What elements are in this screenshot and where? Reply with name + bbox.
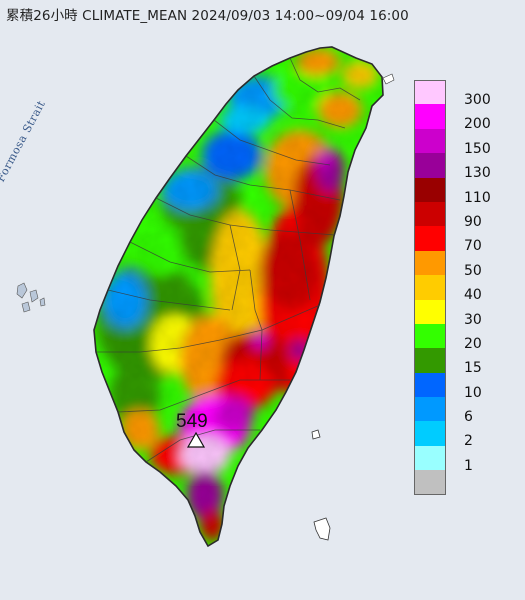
legend-swatch: [414, 445, 446, 471]
orchid-island: [313, 517, 331, 541]
legend-label: 70: [464, 238, 482, 255]
legend-label: 30: [464, 311, 482, 328]
legend-label: 40: [464, 287, 482, 304]
legend-row: 10: [414, 372, 520, 401]
legend-row: 20: [414, 323, 520, 352]
legend-row: 15: [414, 348, 520, 376]
legend-row: 1: [414, 445, 520, 474]
legend-swatch: [414, 323, 446, 349]
legend-row: 50: [414, 250, 520, 279]
legend-row: 40: [414, 275, 520, 303]
legend-swatch: [414, 80, 446, 105]
legend-swatch: [414, 470, 446, 495]
legend-row: 300: [414, 80, 520, 108]
legend-row: 200: [414, 104, 520, 132]
legend-label: 10: [464, 384, 482, 401]
legend-swatch: [414, 275, 446, 300]
legend-label: 20: [464, 335, 482, 352]
legend-swatch: [414, 421, 446, 446]
legend-row: 70: [414, 226, 520, 254]
legend-swatch: [414, 372, 446, 398]
legend-label: 2: [464, 433, 473, 450]
legend-label: 90: [464, 213, 482, 230]
legend-label: 130: [464, 165, 491, 182]
guishan-island: [382, 73, 395, 85]
legend-label: 300: [464, 92, 491, 108]
legend-label: 150: [464, 140, 491, 157]
legend-label: 1: [464, 457, 473, 474]
legend-swatch: [414, 226, 446, 251]
legend-swatch: [414, 348, 446, 373]
legend-row: 110: [414, 177, 520, 206]
rainfall-legend: 300 200 150 130 110 90 70 50 40 30 20 15 10 6 2 1: [414, 80, 520, 495]
legend-row: [414, 470, 520, 495]
legend-row: 90: [414, 201, 520, 230]
legend-swatch: [414, 250, 446, 276]
legend-row: 150: [414, 128, 520, 157]
legend-label: 50: [464, 262, 482, 279]
max-rainfall-label: 549: [176, 411, 208, 432]
legend-swatch: [414, 104, 446, 129]
legend-label: 6: [464, 409, 473, 426]
legend-row: 6: [414, 397, 520, 425]
legend-label: 15: [464, 360, 482, 377]
legend-swatch: [414, 299, 446, 324]
legend-row: 130: [414, 153, 520, 181]
legend-row: 2: [414, 421, 520, 449]
triangle-marker-icon: [186, 431, 206, 448]
map-title: 累積26小時 CLIMATE_MEAN 2024/09/03 14:00~09/…: [6, 8, 409, 24]
penghu-islands: [16, 282, 46, 313]
island-outline: [93, 46, 384, 548]
legend-swatch: [414, 128, 446, 154]
legend-swatch: [414, 201, 446, 227]
legend-label: 200: [464, 116, 491, 133]
legend-swatch: [414, 153, 446, 178]
green-island: [311, 429, 321, 440]
legend-row: 30: [414, 299, 520, 328]
legend-swatch: [414, 397, 446, 422]
legend-label: 110: [464, 189, 491, 206]
legend-swatch: [414, 177, 446, 202]
